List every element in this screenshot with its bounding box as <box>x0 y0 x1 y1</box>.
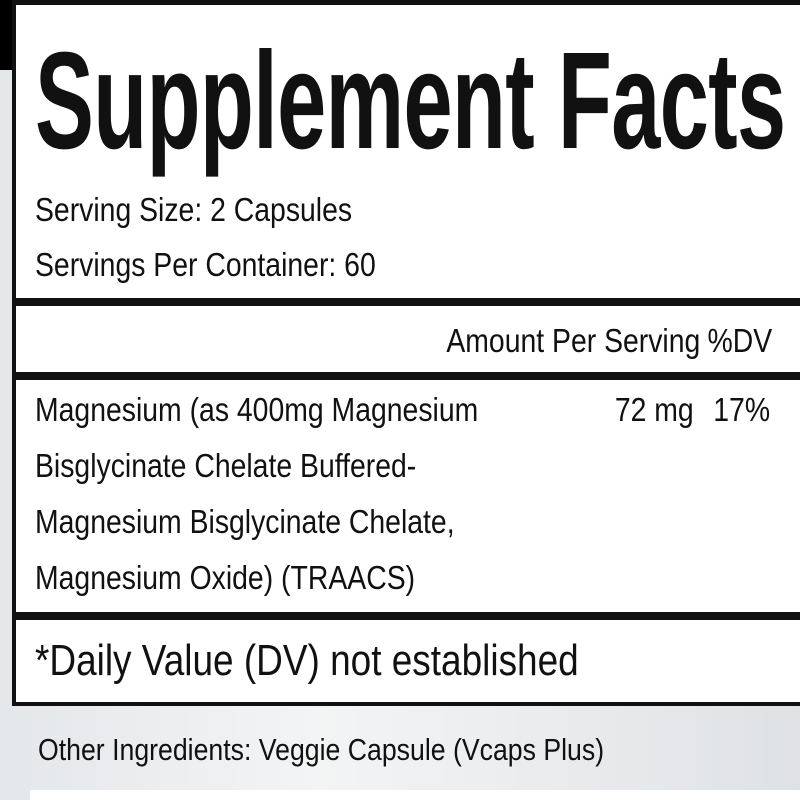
bottom-band <box>30 790 800 800</box>
amount-per-serving-header: Amount Per Serving <box>446 322 700 359</box>
ingredient-line: Magnesium (as 400mg Magnesium <box>35 391 479 428</box>
other-ingredients: Other Ingredients: Veggie Capsule (Vcaps… <box>38 732 605 767</box>
divider <box>12 298 800 306</box>
footnote: *Daily Value (DV) not established <box>35 636 579 685</box>
ingredient-dv: 17% <box>713 391 770 428</box>
supplement-facts-panel <box>12 0 800 706</box>
ingredient-line: Magnesium Oxide) (TRAACS) <box>35 559 416 596</box>
ingredient-line: Magnesium Bisglycinate Chelate, <box>35 503 455 540</box>
corner-block <box>0 0 14 70</box>
dv-header: %DV <box>707 322 772 359</box>
servings-per-container: Servings Per Container: 60 <box>35 246 376 283</box>
divider <box>12 612 800 620</box>
panel-title: Supplement Facts <box>35 24 786 178</box>
serving-size: Serving Size: 2 Capsules <box>35 191 353 228</box>
ingredient-line: Bisglycinate Chelate Buffered- <box>35 447 417 484</box>
ingredient-amount: 72 mg <box>615 391 694 428</box>
divider <box>12 372 800 380</box>
